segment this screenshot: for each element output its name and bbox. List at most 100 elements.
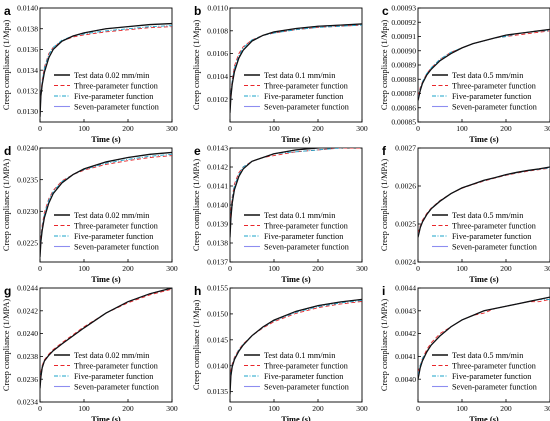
legend-series-name: Test data [452,351,482,360]
x-axis-title: Time (s) [469,415,499,421]
y-axis-title: Creep compliance (1/Mpa) [2,20,11,110]
x-tick-label: 300 [356,124,368,133]
x-tick-label: 100 [268,264,280,273]
legend-label-five: Five-parameter function [452,232,531,241]
series-line-test [230,148,326,238]
panel-g: g 0 100 200 300 0.0234 0.0236 0.0238 0.0240 0.024… [2,284,178,421]
legend-label-seven: Seven-parameter function [264,382,349,391]
y-axis-title: Creep compliance (1/MPA) [380,159,389,251]
legend-label-test: Test data 0.02 mm/min [74,71,149,80]
panel-b: b 0 100 200 300 0.0102 0.0104 0.0106 0.0108 0.011… [192,4,368,144]
legend-label-test: Test data 0.02 mm/min [74,211,149,220]
y-tick-label: 0.0138 [17,24,38,33]
legend-rate: 0.1 mm/min [295,351,335,360]
legend-series-name: Test data [74,351,104,360]
y-tick-label: 0.0130 [17,107,38,116]
y-tick-label: 0.00088 [391,75,416,84]
x-tick-label: 300 [544,264,550,273]
x-tick-label: 100 [456,404,468,413]
series-line-test [40,22,172,117]
series-line-test [418,166,550,238]
panel-f: f 0 100 200 300 0.0024 0.0025 0.0026 0.0027 Time … [380,144,550,284]
legend-label-five: Five-parameter function [264,92,343,101]
series-line-test [418,28,550,101]
legend-label-five: Five-parameter function [452,92,531,101]
series-line-test [230,23,362,113]
legend-rate: 0.5 mm/min [483,71,523,80]
y-tick-label: 0.0142 [207,163,228,172]
legend-series-name: Test data [74,211,104,220]
legend-label-test: Test data 0.1 mm/min [264,71,335,80]
panel-letter: c [382,4,389,18]
panel-d: d 0 100 200 300 0.0225 0.0230 0.0235 0.0240 Time … [2,144,178,284]
x-tick-label: 100 [456,124,468,133]
y-tick-label: 0.0027 [395,144,416,153]
y-tick-label: 0.00087 [391,89,416,98]
x-axis-title: Time (s) [91,275,121,284]
y-tick-label: 0.0240 [17,329,38,338]
x-axis-title: Time (s) [91,135,121,144]
x-axis-title: Time (s) [469,135,499,144]
legend-rate: 0.02 mm/min [105,351,149,360]
y-axis-title: Creep compliance (1/MPA) [192,159,201,251]
y-axis-title: Creep compliance (1/Mpa) [192,20,201,110]
y-tick-label: 0.0138 [207,239,228,248]
legend-label-seven: Seven-parameter function [74,102,159,111]
legend-label-three: Three-parameter function [264,221,348,230]
legend-label-five: Five-parameter function [74,92,153,101]
x-tick-label: 0 [228,404,232,413]
legend-rate: 0.02 mm/min [105,71,149,80]
y-tick-label: 0.0026 [395,182,416,191]
x-tick-label: 200 [500,404,512,413]
panel-h: h 0 100 200 300 0.0135 0.0140 0.0145 0.0150 0.015… [192,284,368,421]
legend-rate: 0.02 mm/min [105,211,149,220]
y-tick-label: 0.0106 [207,49,228,58]
legend-label-seven: Seven-parameter function [264,242,349,251]
x-tick-label: 300 [166,264,178,273]
y-tick-label: 0.0042 [395,329,416,338]
y-tick-label: 0.00086 [391,103,416,112]
legend-label-five: Five-parameter function [264,372,343,381]
series-line-test [40,151,172,257]
legend-label-three: Three-parameter function [74,81,158,90]
y-tick-label: 0.0225 [17,239,38,248]
y-tick-label: 0.0150 [207,310,228,319]
legend-rate: 0.5 mm/min [483,211,523,220]
x-tick-label: 200 [312,404,324,413]
x-tick-label: 0 [38,124,42,133]
y-tick-label: 0.0143 [207,144,228,153]
y-axis-title: Creep compliance (1/MPA) [2,159,11,251]
x-tick-label: 300 [356,404,368,413]
y-tick-label: 0.0041 [395,352,416,361]
y-tick-label: 0.0140 [207,361,228,370]
y-axis-title: Creep compliance (1/Mpa) [380,20,389,110]
legend-label-test: Test data 0.1 mm/min [264,351,335,360]
panel-letter: g [4,284,11,298]
y-tick-label: 0.0136 [17,45,38,54]
panel-c: c 0 100 200 300 0.00085 0.00086 0.00087 0.00088 0… [380,4,550,144]
x-tick-label: 0 [228,124,232,133]
y-tick-label: 0.0044 [395,284,416,293]
x-tick-label: 300 [166,124,178,133]
panel-letter: f [382,144,387,158]
x-tick-label: 100 [268,124,280,133]
legend-series-name: Test data [264,351,294,360]
legend-label-seven: Seven-parameter function [452,242,537,251]
legend-label-test: Test data 0.1 mm/min [264,211,335,220]
plot-frame [229,287,363,403]
x-tick-label: 0 [416,404,420,413]
legend-rate: 0.5 mm/min [483,351,523,360]
y-tick-label: 0.0108 [207,26,228,35]
y-tick-label: 0.0242 [17,306,38,315]
legend-label-seven: Seven-parameter function [74,242,159,251]
x-tick-label: 0 [228,264,232,273]
x-tick-label: 0 [38,404,42,413]
x-axis-title: Time (s) [469,275,499,284]
x-tick-label: 300 [166,404,178,413]
legend-label-three: Three-parameter function [264,361,348,370]
x-tick-label: 200 [122,264,134,273]
y-tick-label: 0.0235 [17,175,38,184]
y-tick-label: 0.0140 [17,4,38,13]
panel-letter: d [4,144,11,158]
